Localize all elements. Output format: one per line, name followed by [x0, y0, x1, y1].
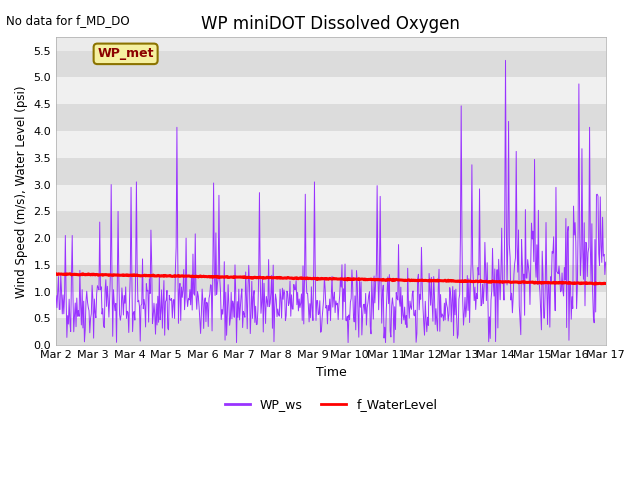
- Y-axis label: Wind Speed (m/s), Water Level (psi): Wind Speed (m/s), Water Level (psi): [15, 85, 28, 298]
- Bar: [56, 292, 605, 318]
- Bar: [56, 104, 605, 131]
- Bar: [56, 185, 605, 211]
- Bar: [56, 51, 605, 77]
- Title: WP miniDOT Dissolved Oxygen: WP miniDOT Dissolved Oxygen: [202, 15, 460, 33]
- Bar: [56, 211, 605, 238]
- Bar: [56, 318, 605, 345]
- Bar: [56, 77, 605, 104]
- Bar: [56, 238, 605, 265]
- Bar: [56, 265, 605, 292]
- Text: WP_met: WP_met: [97, 48, 154, 60]
- Bar: [56, 131, 605, 158]
- Text: No data for f_MD_DO: No data for f_MD_DO: [6, 14, 130, 27]
- Legend: WP_ws, f_WaterLevel: WP_ws, f_WaterLevel: [220, 393, 442, 416]
- X-axis label: Time: Time: [316, 366, 346, 379]
- Bar: [56, 158, 605, 185]
